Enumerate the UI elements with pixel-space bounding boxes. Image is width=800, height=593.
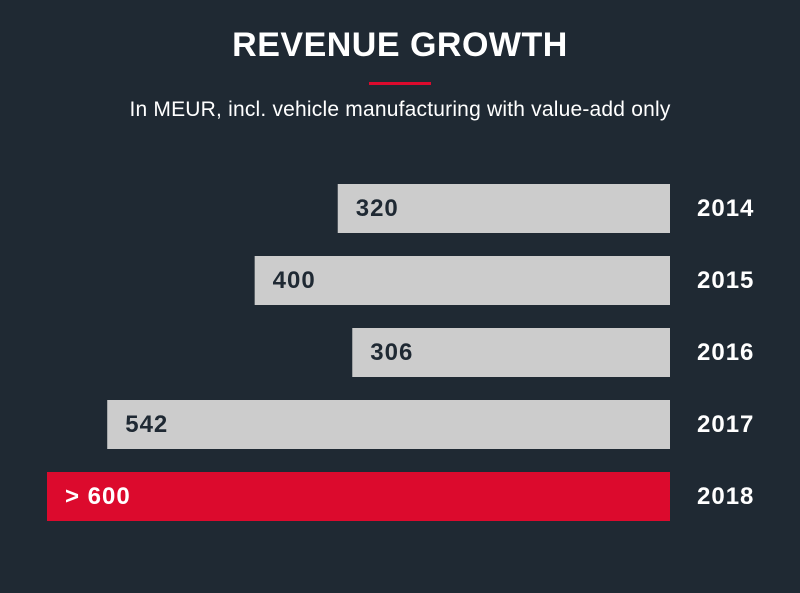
chart-subtitle: In MEUR, incl. vehicle manufacturing wit…: [129, 98, 671, 121]
category-label: 2016: [697, 339, 754, 366]
bar-group-2015: 400 2015: [254, 256, 754, 305]
bar-value-label: 320: [356, 195, 399, 222]
chart-title: REVENUE GROWTH: [232, 26, 568, 64]
bar: [352, 328, 670, 377]
bar: [107, 400, 671, 449]
bar-group-2018: > 600 2018: [47, 472, 754, 521]
bar-value-label: > 600: [65, 483, 131, 510]
category-label: 2014: [697, 195, 754, 222]
category-label: 2017: [697, 411, 754, 438]
bar-highlight: [47, 472, 670, 521]
bar-group-2014: 320 2014: [337, 184, 754, 233]
bar-value-label: 542: [125, 411, 168, 438]
category-label: 2015: [697, 267, 754, 294]
bar-value-label: 400: [273, 267, 316, 294]
bar-value-label: 306: [370, 339, 413, 366]
bar: [254, 256, 670, 305]
bar-group-2016: 306 2016: [352, 328, 754, 377]
category-label: 2018: [697, 483, 754, 510]
bar-group-2017: 542 2017: [107, 400, 754, 449]
title-accent-rule: [369, 82, 431, 85]
bar: [337, 184, 670, 233]
